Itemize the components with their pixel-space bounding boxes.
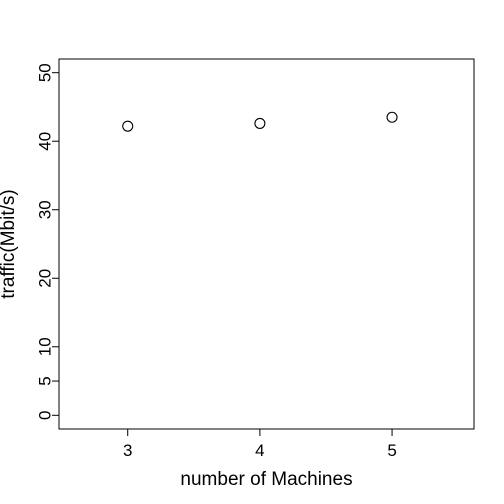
y-tick-label: 20 — [36, 269, 55, 288]
data-point — [386, 111, 398, 123]
y-tick-label: 5 — [36, 376, 55, 385]
y-axis: 0 5 10 20 30 40 50 — [36, 63, 60, 420]
y-tick-label: 0 — [36, 411, 55, 420]
y-tick-label: 10 — [36, 337, 55, 356]
x-axis-title: number of Machines — [180, 469, 352, 490]
x-tick-label: 3 — [123, 441, 132, 460]
x-tick-label: 4 — [255, 441, 264, 460]
y-axis-title: traffic(Mbit/s) — [0, 189, 19, 298]
x-axis: 3 4 5 — [123, 428, 397, 460]
y-tick-label: 30 — [36, 200, 55, 219]
data-point — [254, 117, 266, 129]
data-point — [122, 120, 134, 132]
x-tick-label: 5 — [387, 441, 396, 460]
y-tick-label: 50 — [36, 63, 55, 82]
data-points — [122, 111, 398, 132]
y-tick-label: 40 — [36, 132, 55, 151]
plot-frame — [58, 58, 475, 430]
